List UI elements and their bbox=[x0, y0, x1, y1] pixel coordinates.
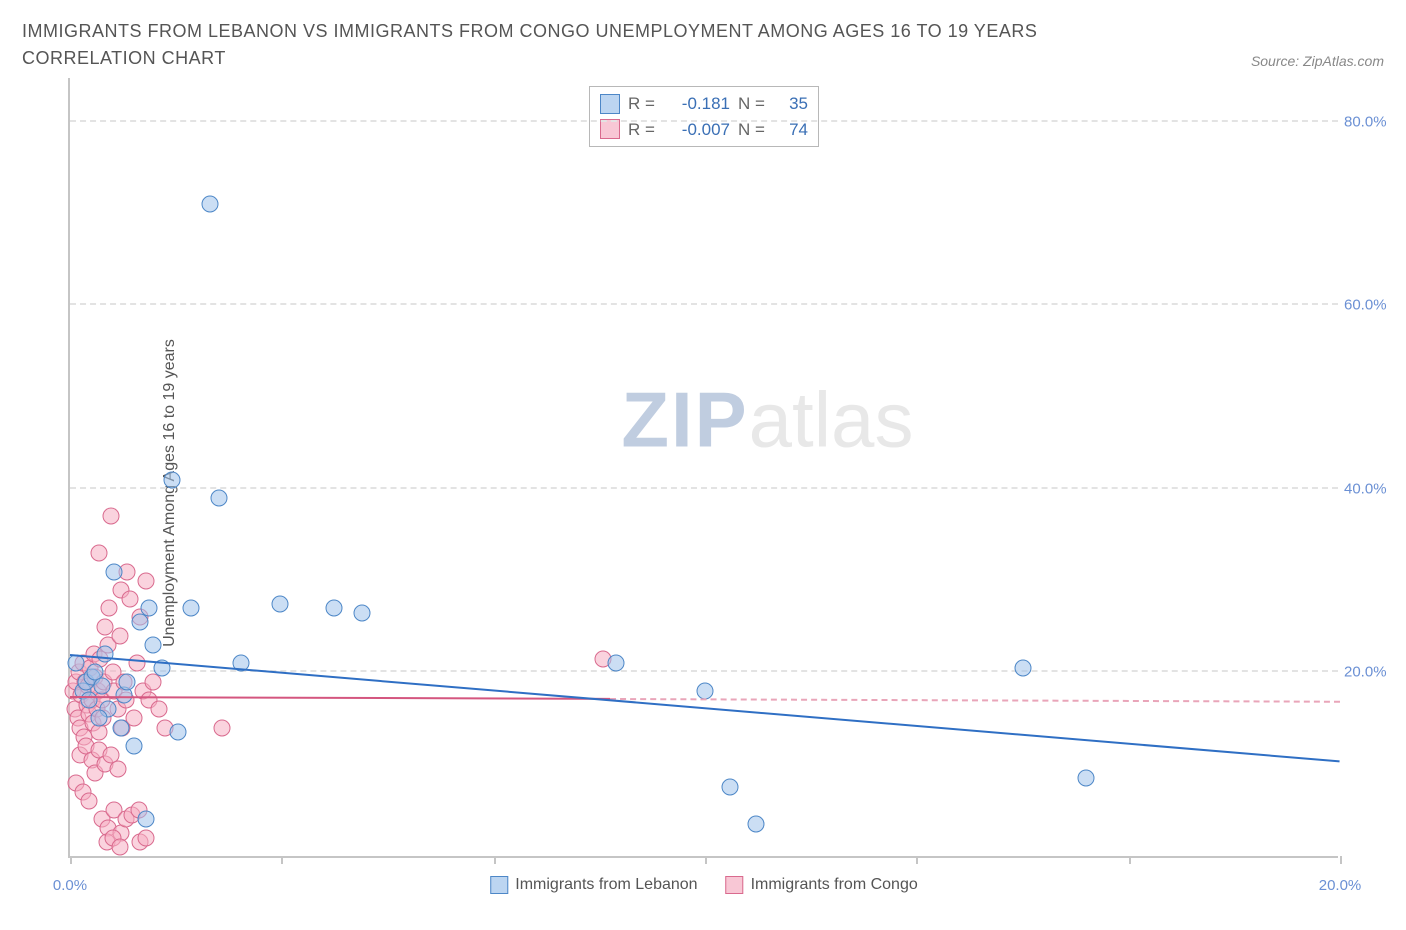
data-point-pink bbox=[90, 545, 107, 562]
data-point-blue bbox=[90, 710, 107, 727]
data-point-pink bbox=[103, 508, 120, 525]
plot-area: ZIPatlas R = -0.181 N = 35 R = -0.007 N … bbox=[68, 78, 1338, 858]
data-point-blue bbox=[325, 600, 342, 617]
data-point-blue bbox=[119, 673, 136, 690]
gridline-h bbox=[70, 487, 1338, 489]
correlation-legend: R = -0.181 N = 35 R = -0.007 N = 74 bbox=[589, 86, 819, 147]
data-point-blue bbox=[722, 779, 739, 796]
series-legend: Immigrants from Lebanon Immigrants from … bbox=[490, 876, 917, 894]
data-point-pink bbox=[109, 760, 126, 777]
legend-item-congo: Immigrants from Congo bbox=[726, 876, 918, 894]
swatch-pink bbox=[600, 119, 620, 139]
data-point-blue bbox=[125, 737, 142, 754]
x-tick bbox=[1129, 856, 1131, 864]
data-point-pink bbox=[101, 600, 118, 617]
data-point-blue bbox=[93, 678, 110, 695]
data-point-blue bbox=[697, 682, 714, 699]
y-tick-label: 40.0% bbox=[1344, 480, 1400, 497]
chart-container: Unemployment Among Ages 16 to 19 years Z… bbox=[22, 78, 1384, 908]
watermark-zip: ZIP bbox=[621, 376, 748, 464]
series-name-congo: Immigrants from Congo bbox=[751, 876, 918, 894]
data-point-pink bbox=[81, 792, 98, 809]
trend-line bbox=[610, 698, 1340, 703]
data-point-blue bbox=[112, 719, 129, 736]
data-point-pink bbox=[214, 719, 231, 736]
x-tick bbox=[705, 856, 707, 864]
data-point-pink bbox=[150, 701, 167, 718]
n-label: N = bbox=[738, 91, 770, 117]
data-point-blue bbox=[138, 811, 155, 828]
data-point-blue bbox=[169, 724, 186, 741]
swatch-pink bbox=[726, 876, 744, 894]
data-point-pink bbox=[138, 829, 155, 846]
data-point-pink bbox=[138, 572, 155, 589]
r-label: R = bbox=[628, 91, 660, 117]
legend-row-lebanon: R = -0.181 N = 35 bbox=[600, 91, 808, 117]
x-tick-label: 0.0% bbox=[53, 877, 87, 894]
data-point-blue bbox=[271, 595, 288, 612]
chart-source: Source: ZipAtlas.com bbox=[1251, 53, 1384, 72]
legend-item-lebanon: Immigrants from Lebanon bbox=[490, 876, 697, 894]
x-tick bbox=[916, 856, 918, 864]
series-name-lebanon: Immigrants from Lebanon bbox=[515, 876, 697, 894]
data-point-blue bbox=[163, 471, 180, 488]
data-point-pink bbox=[128, 655, 145, 672]
data-point-blue bbox=[144, 636, 161, 653]
y-tick-label: 60.0% bbox=[1344, 297, 1400, 314]
watermark-atlas: atlas bbox=[749, 376, 914, 464]
data-point-blue bbox=[1078, 770, 1095, 787]
swatch-blue bbox=[600, 94, 620, 114]
x-tick bbox=[281, 856, 283, 864]
data-point-blue bbox=[201, 196, 218, 213]
n-value-lebanon: 35 bbox=[778, 91, 808, 117]
y-tick-label: 20.0% bbox=[1344, 664, 1400, 681]
gridline-h bbox=[70, 303, 1338, 305]
x-tick-label: 20.0% bbox=[1319, 877, 1362, 894]
data-point-pink bbox=[111, 838, 128, 855]
data-point-pink bbox=[122, 591, 139, 608]
chart-title: IMMIGRANTS FROM LEBANON VS IMMIGRANTS FR… bbox=[22, 18, 1122, 72]
data-point-blue bbox=[1014, 659, 1031, 676]
y-tick-label: 80.0% bbox=[1344, 113, 1400, 130]
data-point-blue bbox=[68, 655, 85, 672]
data-point-blue bbox=[182, 600, 199, 617]
x-tick bbox=[494, 856, 496, 864]
data-point-blue bbox=[211, 490, 228, 507]
data-point-blue bbox=[608, 655, 625, 672]
data-point-blue bbox=[96, 646, 113, 663]
watermark: ZIPatlas bbox=[621, 375, 913, 466]
x-tick bbox=[70, 856, 72, 864]
data-point-pink bbox=[111, 627, 128, 644]
r-value-lebanon: -0.181 bbox=[668, 91, 730, 117]
data-point-blue bbox=[141, 600, 158, 617]
data-point-blue bbox=[747, 815, 764, 832]
data-point-blue bbox=[81, 692, 98, 709]
gridline-h bbox=[70, 120, 1338, 122]
swatch-blue bbox=[490, 876, 508, 894]
data-point-blue bbox=[354, 604, 371, 621]
x-tick bbox=[1340, 856, 1342, 864]
data-point-blue bbox=[106, 563, 123, 580]
chart-header: IMMIGRANTS FROM LEBANON VS IMMIGRANTS FR… bbox=[22, 18, 1384, 72]
